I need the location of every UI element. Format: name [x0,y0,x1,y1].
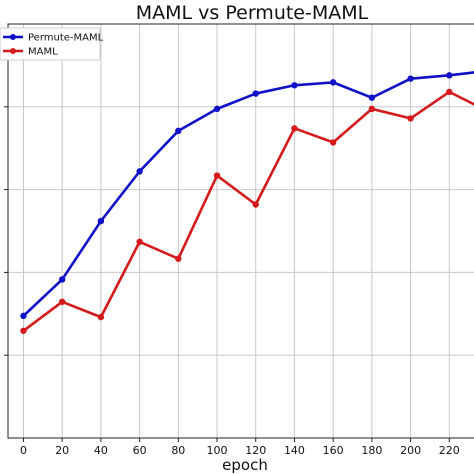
data-point [136,168,143,175]
legend-label: MAML [28,47,58,58]
x-tick-label: 80 [171,444,185,457]
x-tick-label: 200 [400,444,421,457]
series-line [22,90,474,332]
data-point [291,82,298,89]
legend-marker [10,48,16,54]
series-line [22,71,474,317]
data-point [329,139,337,146]
x-tick-label: 40 [94,444,108,457]
plot-frame [7,23,474,439]
data-point [213,105,221,113]
legend-box [0,27,101,61]
data-point [20,312,27,320]
data-point [97,313,105,321]
data-point [446,88,453,96]
chart-title: MAML vs Permute-MAML [136,2,369,24]
x-tick-label: 160 [323,444,344,457]
data-point [368,105,376,113]
data-point [446,72,453,79]
data-point [175,255,182,262]
data-point [252,201,259,208]
data-point [213,172,221,179]
x-tick-label: 0 [20,444,27,457]
x-axis-ticks: 02040608010012014016018020022024 [20,438,460,457]
x-tick-label: 120 [245,444,266,457]
legend-marker [10,34,16,40]
x-axis-label: epoch [222,456,268,474]
x-tick-label: 60 [133,444,147,457]
data-point [97,217,105,225]
data-point [58,298,66,305]
x-tick-label: 180 [361,444,382,457]
x-tick-label: 20 [55,444,69,457]
grid [4,24,474,438]
x-tick-label: 100 [207,444,228,457]
data-point [329,79,337,86]
x-tick-label: 140 [284,444,305,457]
data-point [58,276,66,283]
x-tick-label: 220 [439,444,460,457]
data-point [407,75,414,82]
data-point [291,125,298,132]
data-point [407,115,414,122]
data-point [175,127,182,135]
data-point [252,90,259,97]
series-group [20,71,474,334]
data-point [136,238,143,245]
data-point [368,94,376,101]
data-point [20,327,27,334]
legend: Permute-MAML MAML [0,27,104,61]
legend-label: Permute-MAML [28,33,104,44]
